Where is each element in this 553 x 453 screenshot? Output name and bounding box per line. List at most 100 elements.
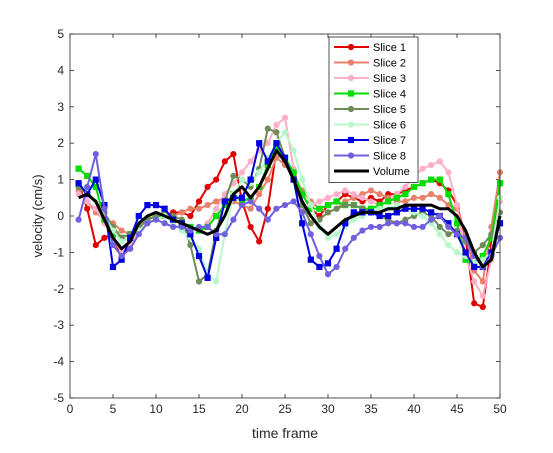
data-point (419, 205, 426, 212)
data-point (436, 212, 443, 220)
data-point (161, 220, 168, 227)
data-point (367, 223, 375, 231)
data-point (436, 231, 443, 238)
x-tick-label: 0 (67, 402, 74, 416)
data-point (324, 260, 332, 267)
data-point (204, 201, 211, 209)
x-tick-label: 10 (149, 402, 163, 416)
data-point (213, 278, 220, 285)
data-point (118, 252, 125, 260)
x-tick-label: 25 (278, 402, 292, 416)
data-point (479, 303, 486, 311)
data-point (307, 201, 314, 209)
legend-label: Slice 1 (373, 42, 406, 54)
data-point (118, 227, 125, 234)
data-point (75, 180, 82, 187)
data-point (221, 231, 228, 238)
data-point (273, 140, 280, 147)
data-point (307, 231, 314, 238)
data-point (127, 245, 134, 252)
data-point (281, 114, 289, 121)
data-point (367, 198, 375, 205)
plot-frame (69, 33, 501, 399)
data-point (402, 183, 409, 190)
y-tick-label: 1 (57, 173, 64, 187)
y-tick-label: 0 (57, 209, 64, 223)
data-point (264, 216, 271, 223)
series-group (75, 114, 504, 311)
data-point (342, 245, 349, 252)
data-point (75, 216, 82, 223)
data-point (436, 223, 443, 231)
y-tick-label: 4 (57, 63, 64, 77)
legend-marker (347, 74, 355, 82)
data-point (316, 205, 323, 212)
data-point (213, 205, 220, 212)
data-point (479, 292, 486, 300)
data-point (118, 238, 125, 245)
data-point (247, 176, 254, 183)
data-point (273, 129, 280, 136)
data-point (204, 183, 211, 190)
data-point (230, 151, 237, 158)
legend-label: Slice 7 (373, 135, 406, 147)
x-tick-label: 30 (321, 402, 335, 416)
legend-label: Slice 2 (373, 58, 406, 70)
data-point (256, 169, 263, 176)
data-point (350, 191, 357, 198)
data-point (462, 249, 469, 256)
data-point (428, 191, 435, 198)
data-point (428, 216, 435, 223)
data-point (92, 242, 99, 249)
data-point (453, 201, 461, 209)
data-point (273, 121, 280, 129)
legend-marker (347, 136, 355, 144)
data-point (324, 209, 332, 216)
data-point (264, 205, 271, 212)
data-point (256, 140, 263, 147)
data-point (213, 176, 220, 183)
data-point (307, 220, 314, 227)
data-point (359, 227, 366, 234)
data-point (299, 220, 306, 227)
data-point (393, 209, 400, 216)
data-point (109, 242, 117, 249)
y-axis-label: velocity (cm/s) (30, 174, 45, 257)
series-slice-8 (75, 151, 504, 278)
legend-label: Slice 8 (373, 151, 406, 163)
legend-marker (347, 105, 355, 113)
data-point (324, 201, 332, 209)
data-point (187, 212, 194, 220)
data-point (195, 252, 203, 260)
data-point (316, 252, 323, 260)
legend: Slice 1 Slice 2 Slice 3 Slice 4 Slice 5 Slice… (328, 36, 419, 183)
data-point (195, 198, 203, 205)
data-point (84, 205, 91, 212)
data-point (342, 201, 349, 209)
data-point (376, 223, 383, 231)
legend-label: Volume (373, 166, 410, 178)
legend-marker (347, 90, 355, 97)
x-tick-label: 20 (235, 402, 249, 416)
data-point (333, 205, 340, 212)
legend-label: Slice 6 (373, 120, 406, 132)
data-point (385, 198, 392, 205)
data-point (402, 191, 409, 198)
data-point (410, 194, 418, 201)
legend-marker (347, 121, 355, 128)
data-point (238, 169, 246, 176)
data-point (367, 187, 375, 194)
y-tick-label: -1 (53, 245, 64, 259)
data-point (410, 223, 418, 231)
data-point (333, 198, 340, 205)
data-point (152, 216, 160, 223)
data-point (471, 263, 478, 271)
data-point (471, 278, 478, 285)
x-tick-label: 45 (450, 402, 464, 416)
data-point (333, 245, 340, 252)
legend-marker (347, 43, 355, 51)
x-tick-label: 50 (493, 402, 507, 416)
data-point (445, 231, 452, 238)
